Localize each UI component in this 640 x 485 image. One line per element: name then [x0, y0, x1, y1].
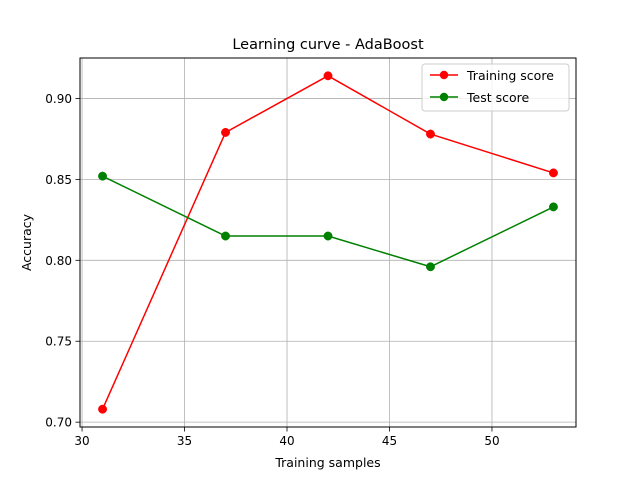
y-tick-label: 0.85	[45, 173, 72, 187]
x-axis-label: Training samples	[274, 455, 380, 470]
x-tick-label: 50	[484, 434, 499, 448]
data-point-test-score	[549, 202, 558, 212]
y-axis-label: Accuracy	[19, 213, 34, 271]
legend: Training score Test score	[421, 63, 570, 112]
y-tick-label: 0.75	[45, 335, 72, 349]
x-tick-label: 40	[279, 434, 294, 448]
legend-label-test-score: Test score	[466, 90, 529, 105]
data-point-training-score	[98, 404, 107, 414]
y-tick-label: 0.70	[45, 416, 72, 430]
y-tick-label: 0.90	[45, 92, 72, 106]
data-point-training-score	[426, 129, 435, 139]
x-tick-label: 35	[177, 434, 192, 448]
legend-marker-training-score	[439, 70, 449, 80]
data-point-training-score	[549, 168, 558, 178]
y-tick-label: 0.80	[45, 254, 72, 268]
data-point-test-score	[426, 262, 435, 272]
legend-label-training-score: Training score	[466, 68, 554, 83]
axis-ticks: 30 35 40 45 50 0.70 0.75 0.80 0.85 0.90	[45, 92, 499, 448]
x-tick-label: 30	[74, 434, 89, 448]
data-point-test-score	[323, 231, 333, 241]
plot-area-frame	[79, 57, 577, 428]
x-tick-label: 45	[382, 434, 397, 448]
data-point-training-score	[323, 71, 333, 81]
data-point-training-score	[221, 127, 230, 137]
legend-marker-test-score	[439, 92, 449, 102]
legend-box	[421, 63, 570, 112]
chart-title: Learning curve - AdaBoost	[232, 37, 424, 53]
data-point-test-score	[98, 171, 107, 181]
data-point-test-score	[221, 231, 230, 241]
series-layer	[98, 71, 558, 414]
